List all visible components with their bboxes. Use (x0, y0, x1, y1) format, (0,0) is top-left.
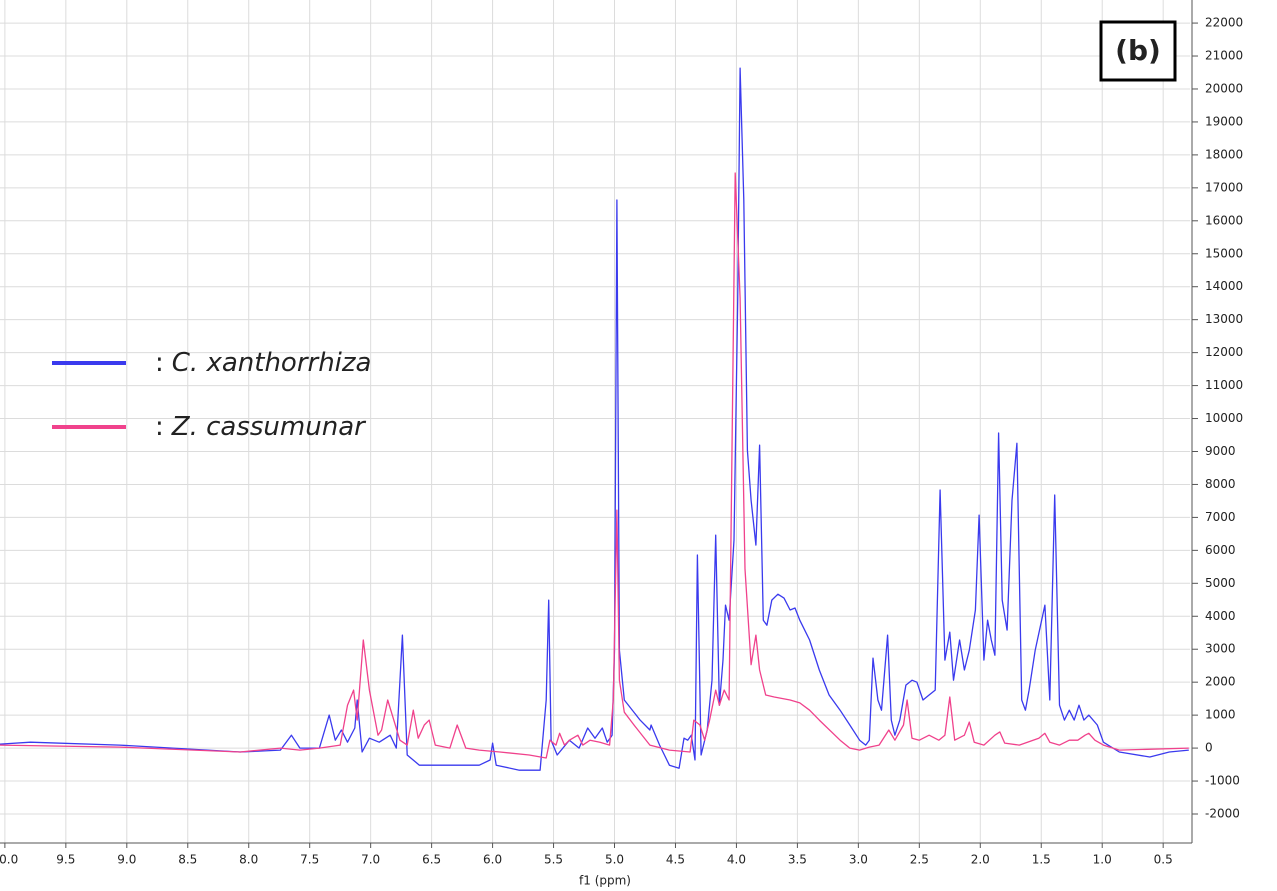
x-tick-label: 0.5 (1154, 853, 1173, 867)
y-tick-label: 18000 (1205, 147, 1243, 161)
legend-label: Z. cassumunar (171, 412, 367, 442)
y-tick-label: 4000 (1205, 609, 1236, 623)
x-tick-label: 8.5 (178, 853, 197, 867)
x-tick-label: 7.5 (300, 853, 319, 867)
y-tick-label: 16000 (1205, 213, 1243, 227)
y-tick-label: 14000 (1205, 279, 1243, 293)
annotation: (b) (1115, 34, 1161, 67)
y-tick-label: -2000 (1205, 806, 1240, 820)
y-tick-label: 7000 (1205, 510, 1236, 524)
y-tick-label: 15000 (1205, 246, 1243, 260)
x-tick-label: 1.5 (1032, 853, 1051, 867)
annotation-box (1099, 20, 1177, 82)
x-tick-label: 9.5 (56, 853, 75, 867)
legend-entry: : C. xanthorrhiza (155, 348, 372, 378)
series-line (0, 67, 1189, 771)
x-tick-label: 3.5 (788, 853, 807, 867)
y-tick-label: 9000 (1205, 444, 1236, 458)
y-tick-label: 6000 (1205, 543, 1236, 557)
y-tick-label: 8000 (1205, 477, 1236, 491)
legend-label: C. xanthorrhiza (172, 348, 372, 378)
y-tick-label: 3000 (1205, 642, 1236, 656)
x-tick-label: 7.0 (361, 853, 380, 867)
x-tick-label: 5.0 (605, 853, 624, 867)
series-line (0, 172, 1189, 759)
x-tick-label: 6.5 (422, 853, 441, 867)
y-tick-label: 20000 (1205, 81, 1243, 95)
legend-entry: : Z. cassumunar (155, 412, 367, 442)
y-tick-label: 12000 (1205, 345, 1243, 359)
y-tick-label: 19000 (1205, 114, 1243, 128)
x-tick-label: 9.0 (117, 853, 136, 867)
y-tick-label: 5000 (1205, 576, 1236, 590)
y-tick-label: 13000 (1205, 312, 1243, 326)
x-tick-label: 3.0 (849, 853, 868, 867)
y-tick-label: 1000 (1205, 708, 1236, 722)
x-tick-label: 6.0 (483, 853, 502, 867)
x-tick-label: 5.5 (544, 853, 563, 867)
y-tick-label: 21000 (1205, 49, 1243, 63)
y-tick-label: 10000 (1205, 411, 1243, 425)
x-tick-label: 10.0 (0, 853, 18, 867)
x-tick-label: 2.0 (971, 853, 990, 867)
y-tick-label: -1000 (1205, 774, 1240, 788)
x-tick-label: 4.5 (666, 853, 685, 867)
x-tick-label: 4.0 (727, 853, 746, 867)
x-tick-label: 1.0 (1093, 853, 1112, 867)
legend-separator: : (155, 348, 164, 378)
y-tick-label: 2000 (1205, 675, 1236, 689)
x-tick-label: 8.0 (239, 853, 258, 867)
legend-separator: : (155, 412, 164, 442)
y-tick-label: 0 (1205, 741, 1213, 755)
legend: : C. xanthorrhiza: Z. cassumunar (52, 348, 372, 442)
x-tick-label: 2.5 (910, 853, 929, 867)
y-tick-label: 11000 (1205, 378, 1243, 392)
y-tick-label: 22000 (1205, 16, 1243, 30)
x-axis-label: f1 (ppm) (579, 874, 631, 888)
y-tick-label: 17000 (1205, 180, 1243, 194)
plot-area (0, 67, 1189, 771)
